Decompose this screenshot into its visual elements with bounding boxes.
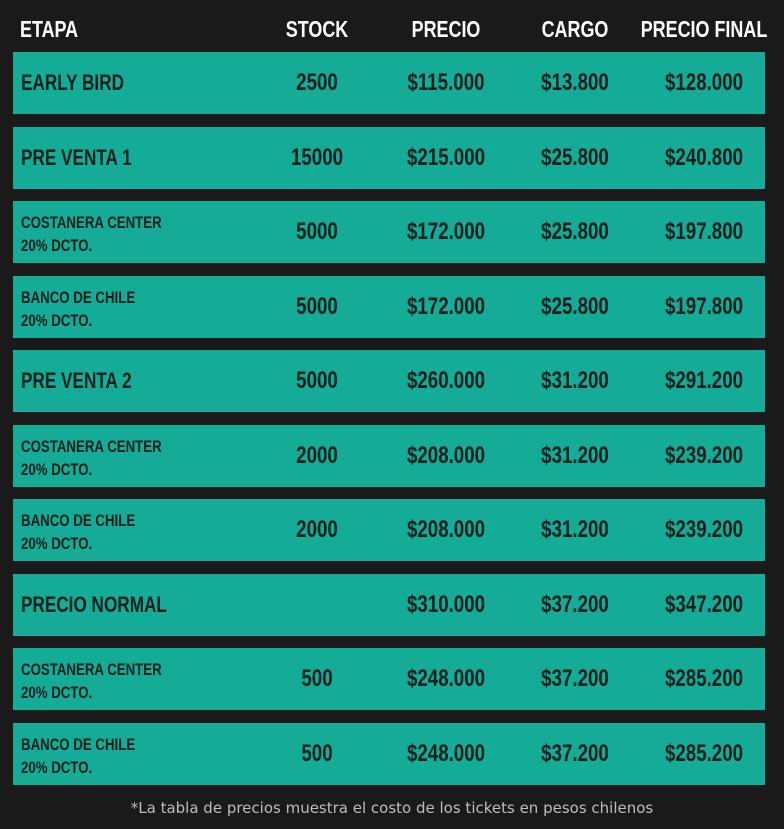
header-stage: ETAPA bbox=[20, 16, 79, 42]
table-row: PRE VENTA 2 5000 $260.000 $31.200 $291.2… bbox=[13, 350, 765, 412]
price-cell: $260.000 bbox=[406, 367, 486, 394]
fee-cell: $31.200 bbox=[541, 516, 609, 543]
table-row: BANCO DE CHILE 20% DCTO. 5000 $172.000 $2… bbox=[13, 275, 765, 338]
stage-label: PRE VENTA 2 bbox=[21, 368, 132, 394]
header-stock: STOCK bbox=[285, 16, 349, 42]
table-row: PRECIO NORMAL $310.000 $37.200 $347.200 bbox=[13, 573, 765, 636]
fee-cell: $37.200 bbox=[541, 739, 609, 767]
fee-cell: $37.200 bbox=[541, 590, 609, 618]
fee-cell: $25.800 bbox=[541, 143, 609, 171]
price-cell: $215.000 bbox=[406, 143, 486, 171]
final-price-cell: $197.800 bbox=[664, 292, 744, 320]
fee-cell: $31.200 bbox=[541, 441, 609, 469]
stage-label: BANCO DE CHILE 20% DCTO. bbox=[21, 509, 135, 555]
stage-name: PRECIO NORMAL bbox=[21, 591, 167, 617]
price-cell: $208.000 bbox=[406, 516, 486, 543]
stage-label: PRECIO NORMAL bbox=[21, 592, 167, 618]
final-price-cell: $285.200 bbox=[664, 665, 744, 692]
stage-label: EARLY BIRD bbox=[21, 70, 124, 96]
final-price-cell: $291.200 bbox=[664, 367, 744, 394]
table-row: COSTANERA CENTER 20% DCTO. 2000 $208.000 … bbox=[13, 424, 765, 487]
stock-cell: 2000 bbox=[296, 516, 338, 543]
header-fee: CARGO bbox=[541, 16, 609, 42]
stage-name: PRE VENTA 2 bbox=[21, 368, 132, 393]
stock-cell: 500 bbox=[301, 665, 333, 692]
price-cell: $172.000 bbox=[406, 292, 486, 320]
stage-label: COSTANERA CENTER 20% DCTO. bbox=[21, 658, 162, 704]
stage-name: BANCO DE CHILE bbox=[21, 511, 136, 530]
stock-cell: 500 bbox=[301, 739, 333, 767]
stage-discount: 20% DCTO. bbox=[21, 757, 93, 777]
footnote: *La tabla de precios muestra el costo de… bbox=[130, 799, 654, 817]
stage-name: BANCO DE CHILE bbox=[21, 734, 136, 754]
stage-name: COSTANERA CENTER bbox=[21, 660, 162, 679]
header-price: PRECIO bbox=[411, 16, 481, 42]
table-row: BANCO DE CHILE 20% DCTO. 2000 $208.000 $3… bbox=[13, 499, 765, 561]
stock-cell: 2000 bbox=[296, 441, 338, 469]
price-cell: $115.000 bbox=[407, 69, 485, 96]
stage-name: COSTANERA CENTER bbox=[21, 213, 162, 232]
stage-label: BANCO DE CHILE 20% DCTO. bbox=[21, 733, 135, 779]
final-price-cell: $239.200 bbox=[664, 516, 744, 543]
stage-discount: 20% DCTO. bbox=[21, 236, 93, 255]
final-price-cell: $285.200 bbox=[664, 739, 744, 767]
price-cell: $310.000 bbox=[406, 590, 486, 618]
stage-discount: 20% DCTO. bbox=[21, 534, 93, 553]
stage-label: COSTANERA CENTER 20% DCTO. bbox=[21, 435, 162, 481]
stock-cell: 5000 bbox=[296, 367, 338, 394]
final-price-cell: $197.800 bbox=[664, 218, 744, 245]
stage-name: EARLY BIRD bbox=[21, 70, 124, 95]
table-row: COSTANERA CENTER 20% DCTO. 5000 $172.000 … bbox=[13, 201, 765, 263]
header-final-price: PRECIO FINAL bbox=[640, 16, 768, 42]
final-price-cell: $128.000 bbox=[664, 69, 744, 96]
table-row: PRE VENTA 1 15000 $215.000 $25.800 $240.… bbox=[13, 126, 765, 189]
stage-name: PRE VENTA 1 bbox=[21, 144, 132, 170]
table-row: COSTANERA CENTER 20% DCTO. 500 $248.000 $… bbox=[13, 648, 765, 710]
stage-discount: 20% DCTO. bbox=[21, 310, 93, 330]
stage-discount: 20% DCTO. bbox=[21, 459, 93, 479]
table-row: EARLY BIRD 2500 $115.000 $13.800 $128.00… bbox=[13, 52, 765, 114]
final-price-cell: $240.800 bbox=[664, 143, 744, 171]
price-cell: $172.000 bbox=[406, 218, 486, 245]
fee-cell: $37.200 bbox=[541, 665, 609, 692]
stage-name: BANCO DE CHILE bbox=[21, 287, 136, 307]
stage-name: COSTANERA CENTER bbox=[21, 436, 162, 456]
table-header: ETAPA STOCK PRECIO CARGO PRECIO FINAL bbox=[0, 16, 784, 44]
fee-cell: $25.800 bbox=[541, 292, 609, 320]
price-cell: $208.000 bbox=[406, 441, 486, 469]
stage-discount: 20% DCTO. bbox=[21, 683, 93, 702]
stage-label: PRE VENTA 1 bbox=[21, 145, 132, 171]
stage-label: BANCO DE CHILE 20% DCTO. bbox=[21, 286, 135, 332]
fee-cell: $13.800 bbox=[541, 69, 609, 96]
stock-cell: 15000 bbox=[290, 143, 344, 171]
stock-cell: 5000 bbox=[296, 292, 338, 320]
price-cell: $248.000 bbox=[406, 739, 486, 767]
stage-label: COSTANERA CENTER 20% DCTO. bbox=[21, 211, 162, 257]
stock-cell: 5000 bbox=[296, 218, 338, 245]
fee-cell: $31.200 bbox=[541, 367, 609, 394]
table-row: BANCO DE CHILE 20% DCTO. 500 $248.000 $37… bbox=[13, 722, 765, 785]
final-price-cell: $239.200 bbox=[664, 441, 744, 469]
fee-cell: $25.800 bbox=[541, 218, 609, 245]
final-price-cell: $347.200 bbox=[664, 590, 744, 618]
price-cell: $248.000 bbox=[406, 665, 486, 692]
stock-cell: 2500 bbox=[296, 69, 338, 96]
